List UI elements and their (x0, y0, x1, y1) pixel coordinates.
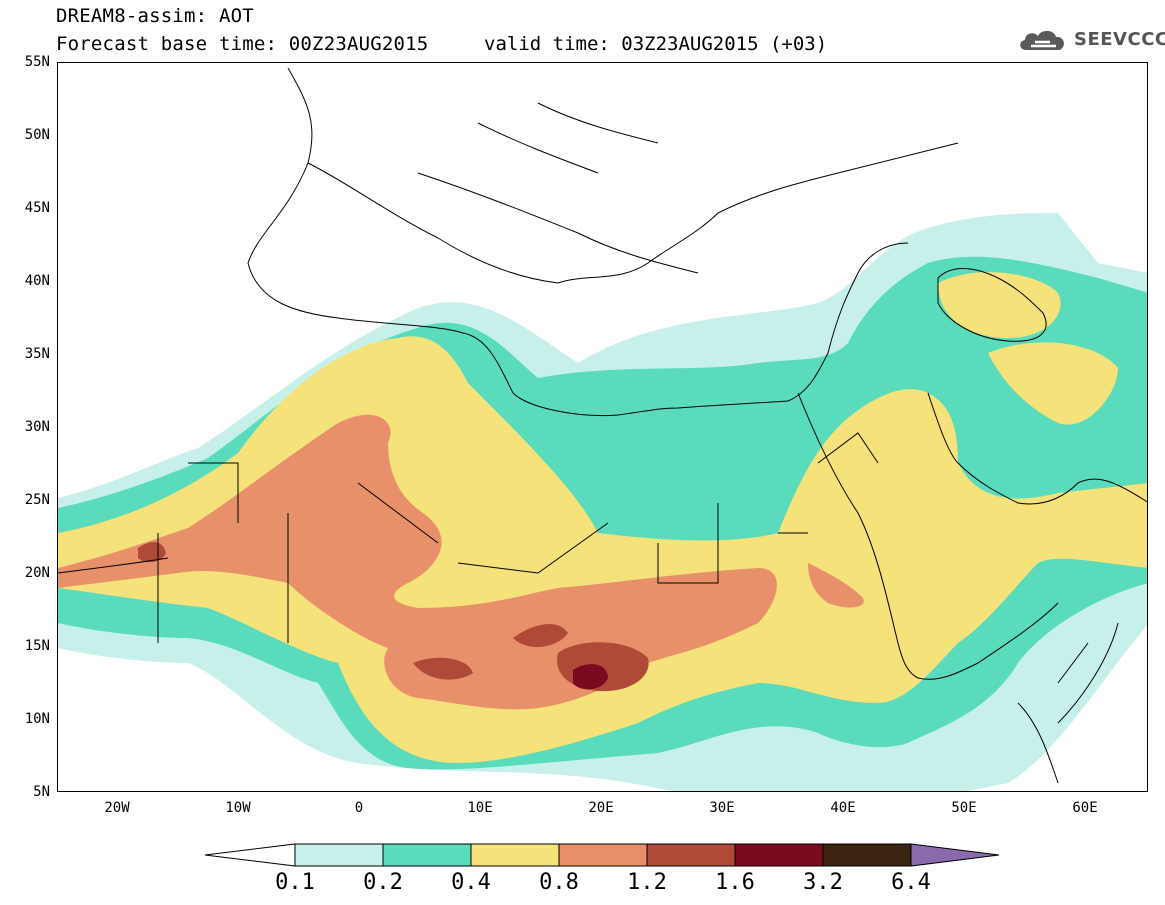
lon-tick-10e: 10E (467, 800, 493, 816)
chart-title: DREAM8-assim: AOT (56, 5, 254, 27)
coastlines-and-borders (58, 67, 1147, 784)
lat-tick-15n: 15N (24, 638, 50, 654)
forecast-base-time: Forecast base time: 00Z23AUG2015 (56, 33, 429, 55)
aot-band-0.8-redsea (808, 563, 864, 608)
aot-field-map (58, 67, 1147, 791)
lat-tick-20n: 20N (24, 565, 50, 581)
map-plot (57, 62, 1148, 792)
lon-tick-50e: 50E (951, 800, 977, 816)
logo-text: SEEVCCC (1074, 29, 1165, 50)
valid-time: valid time: 03Z23AUG2015 (+03) (484, 33, 828, 55)
lon-tick-0: 0 (354, 800, 364, 816)
colorbar-bin-0.2 (382, 843, 472, 867)
aot-band-0.4-iran (988, 342, 1118, 425)
colorbar-label-3.2: 3.2 (803, 870, 843, 895)
colorbar-label-0.1: 0.1 (275, 870, 315, 895)
lon-tick-20w: 20W (104, 800, 130, 816)
colorbar-bin-0.8 (558, 843, 648, 867)
cloud-icon (1020, 30, 1064, 50)
lon-tick-40e: 40E (830, 800, 856, 816)
colorbar-label-0.4: 0.4 (451, 870, 491, 895)
colorbar-bin-1.2 (646, 843, 736, 867)
lon-tick-10w: 10W (225, 800, 251, 816)
colorbar-under (205, 843, 296, 867)
aot-band-1.6 (573, 664, 608, 690)
lon-tick-60e: 60E (1072, 800, 1098, 816)
colorbar-label-1.2: 1.2 (627, 870, 667, 895)
lat-tick-45n: 45N (24, 200, 50, 216)
lat-tick-5n: 5N (33, 784, 50, 800)
aot-band-0.8 (58, 414, 777, 710)
colorbar-label-1.6: 1.6 (715, 870, 755, 895)
lon-tick-20e: 20E (588, 800, 614, 816)
colorbar-bin-3.2 (822, 843, 912, 867)
colorbar (205, 843, 1000, 867)
colorbar-bin-0.4 (470, 843, 560, 867)
colorbar-label-0.2: 0.2 (363, 870, 403, 895)
lat-tick-30n: 30N (24, 419, 50, 435)
aot-band-0.4-caspian (938, 272, 1061, 338)
lat-tick-40n: 40N (24, 273, 50, 289)
seevccc-logo: SEEVCCC (1016, 24, 1165, 56)
colorbar-label-0.8: 0.8 (539, 870, 579, 895)
colorbar-over (910, 843, 1000, 867)
lat-tick-10n: 10N (24, 711, 50, 727)
lat-tick-55n: 55N (24, 54, 50, 70)
colorbar-label-6.4: 6.4 (891, 870, 931, 895)
lon-tick-30e: 30E (709, 800, 735, 816)
colorbar-bin-1.6 (734, 843, 824, 867)
lat-tick-25n: 25N (24, 492, 50, 508)
lat-tick-35n: 35N (24, 346, 50, 362)
colorbar-bin-0.1 (294, 843, 384, 867)
lat-tick-50n: 50N (24, 127, 50, 143)
